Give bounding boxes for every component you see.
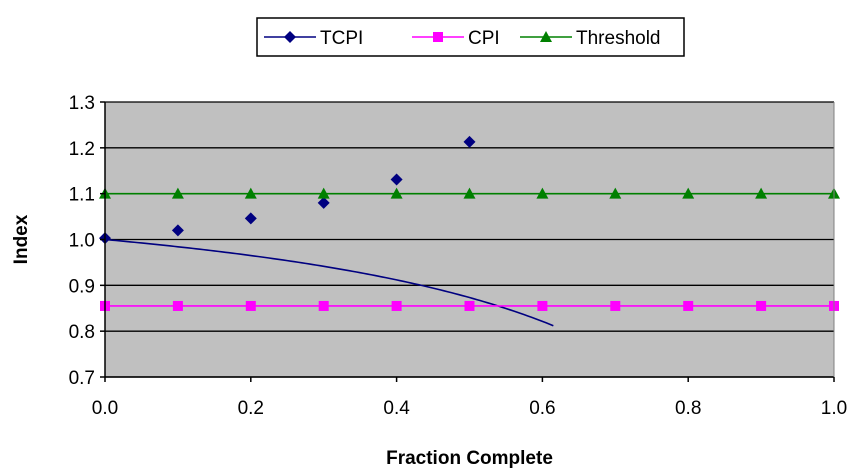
legend-label: CPI	[468, 28, 500, 49]
tcpi-point	[390, 173, 403, 186]
cpi-point	[318, 300, 329, 311]
legend-marker	[433, 32, 443, 42]
legend-marker	[284, 31, 296, 43]
y-axis-title: Index	[11, 214, 32, 264]
legend-label: Threshold	[576, 28, 661, 49]
cpi-point	[610, 300, 621, 311]
y-tick-label: 1.1	[69, 185, 95, 206]
legend-entry-threshold: Threshold	[520, 28, 661, 49]
legend: TCPI CPI Threshold	[256, 17, 685, 57]
tcpi-point	[317, 196, 330, 209]
cpi-point	[391, 300, 402, 311]
series-threshold	[99, 187, 840, 199]
threshold-point	[609, 187, 622, 199]
cpi-point	[464, 300, 475, 311]
threshold-point	[536, 187, 549, 199]
tick-labels: 0.7 0.8 0.9 1.0 1.1 1.2 1.3 0.0 0.2 0.4 0.6 0.8 1.0	[69, 93, 848, 419]
threshold-point	[244, 187, 257, 199]
x-tick-label: 1.0	[821, 398, 847, 419]
cpi-point	[756, 300, 767, 311]
tcpi-curve-group	[105, 238, 554, 327]
x-tick-label: 0.8	[675, 398, 701, 419]
y-tick-label: 0.9	[69, 276, 95, 297]
legend-box	[256, 17, 685, 57]
y-tick-label: 1.2	[69, 139, 95, 160]
legend-entry-cpi: CPI	[412, 28, 500, 49]
tcpi-point	[244, 212, 257, 225]
legend-marker	[540, 31, 552, 42]
tcpi-point	[171, 224, 184, 237]
y-tick-label: 1.3	[69, 93, 95, 114]
x-tick-label: 0.6	[529, 398, 555, 419]
series-layer	[99, 135, 840, 327]
threshold-point	[755, 187, 768, 199]
tcpi-curve	[105, 238, 554, 327]
threshold-point	[317, 187, 330, 199]
threshold-point	[390, 187, 403, 199]
threshold-point	[463, 187, 476, 199]
y-tick-label: 1.0	[69, 231, 95, 252]
x-tick-label: 0.4	[383, 398, 410, 419]
threshold-point	[682, 187, 695, 199]
cpi-point	[537, 300, 548, 311]
tcpi-point	[463, 135, 476, 148]
cpi-point	[683, 300, 694, 311]
y-tick-label: 0.8	[69, 322, 95, 343]
axes	[100, 101, 835, 382]
series-tcpi	[99, 135, 554, 327]
y-tick-label: 0.7	[69, 368, 95, 389]
x-tick-label: 0.2	[238, 398, 264, 419]
legend-entry-tcpi: TCPI	[264, 28, 363, 49]
x-axis-title: Fraction Complete	[386, 448, 553, 469]
cpi-point	[245, 300, 256, 311]
cpi-point	[172, 300, 183, 311]
x-tick-label: 0.0	[92, 398, 118, 419]
legend-label: TCPI	[320, 28, 363, 49]
threshold-point	[171, 187, 184, 199]
